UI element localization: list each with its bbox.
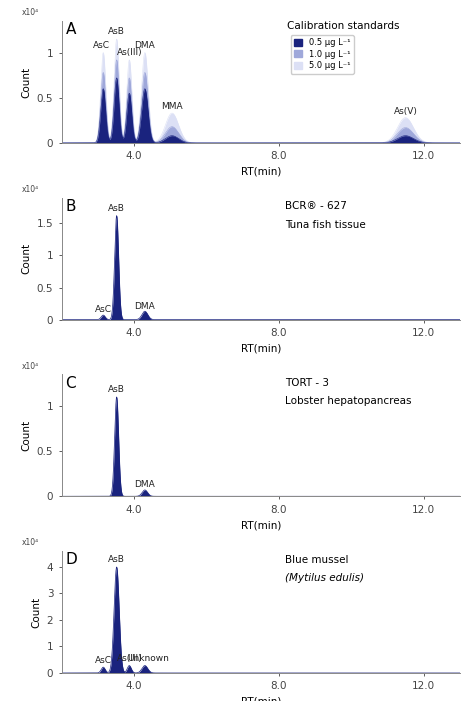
Text: AsB: AsB — [108, 555, 125, 564]
Text: C: C — [65, 376, 76, 390]
X-axis label: RT(min): RT(min) — [240, 167, 281, 177]
Text: As(III): As(III) — [117, 48, 142, 57]
Text: B: B — [65, 199, 76, 214]
X-axis label: RT(min): RT(min) — [240, 343, 281, 353]
Text: TORT - 3: TORT - 3 — [284, 378, 328, 388]
Text: As(V): As(V) — [393, 107, 418, 116]
Text: MMA: MMA — [161, 102, 183, 111]
Text: AsC: AsC — [93, 41, 110, 50]
Text: BCR® - 627: BCR® - 627 — [284, 201, 346, 212]
Text: AsC: AsC — [95, 656, 112, 665]
Text: Tuna fish tissue: Tuna fish tissue — [284, 219, 365, 230]
Text: DMA: DMA — [135, 41, 155, 50]
Text: AsC: AsC — [95, 306, 112, 315]
Text: Calibration standards: Calibration standards — [287, 21, 399, 31]
Y-axis label: Count: Count — [21, 420, 31, 451]
Text: (Mytilus edulis): (Mytilus edulis) — [284, 573, 364, 583]
Text: x10⁴: x10⁴ — [22, 362, 39, 371]
Text: DMA: DMA — [135, 480, 155, 489]
Text: AsB: AsB — [108, 27, 125, 36]
Text: Lobster hepatopancreas: Lobster hepatopancreas — [284, 396, 411, 407]
Text: x10⁴: x10⁴ — [22, 538, 39, 547]
Y-axis label: Count: Count — [21, 243, 31, 274]
Text: x10⁴: x10⁴ — [22, 8, 39, 18]
Text: As(III): As(III) — [117, 655, 142, 663]
X-axis label: RT(min): RT(min) — [240, 697, 281, 701]
Text: x10⁴: x10⁴ — [22, 185, 39, 194]
Text: AsB: AsB — [108, 386, 125, 394]
Text: Blue mussel: Blue mussel — [284, 554, 348, 565]
Legend: 0.5 μg L⁻¹, 1.0 μg L⁻¹, 5.0 μg L⁻¹: 0.5 μg L⁻¹, 1.0 μg L⁻¹, 5.0 μg L⁻¹ — [291, 35, 354, 74]
Text: D: D — [65, 552, 77, 567]
X-axis label: RT(min): RT(min) — [240, 520, 281, 530]
Y-axis label: Count: Count — [21, 67, 31, 97]
Text: AsB: AsB — [108, 204, 125, 213]
Y-axis label: Count: Count — [31, 597, 41, 627]
Text: DMA: DMA — [135, 301, 155, 311]
Text: Unknown: Unknown — [128, 655, 169, 663]
Text: A: A — [65, 22, 76, 37]
